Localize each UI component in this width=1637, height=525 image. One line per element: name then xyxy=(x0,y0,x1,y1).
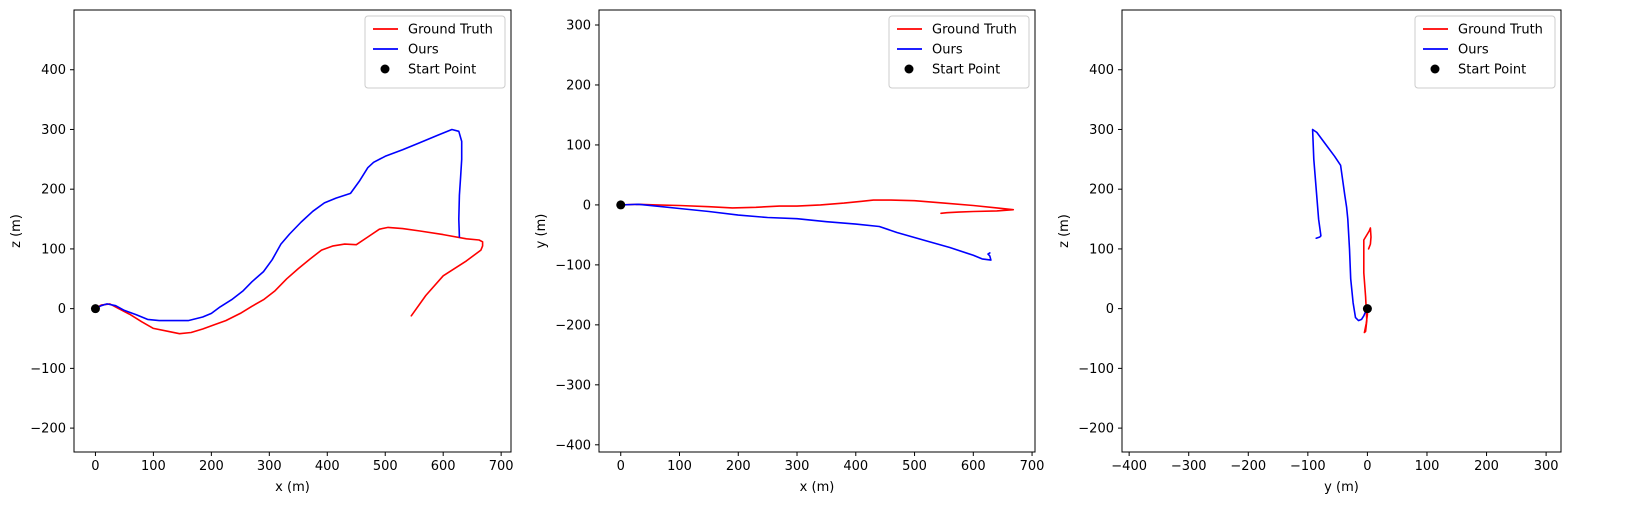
legend-label: Start Point xyxy=(1458,63,1526,78)
y-tick-label: 0 xyxy=(1106,302,1114,317)
x-tick-label: −100 xyxy=(1290,459,1326,474)
series-line-ground-truth xyxy=(94,226,484,335)
x-tick-label: 500 xyxy=(373,459,398,474)
series-line-ground-truth xyxy=(619,199,1015,215)
series-line-ours xyxy=(1311,128,1369,322)
y-tick-label: 300 xyxy=(1089,123,1114,138)
y-axis-label: z (m) xyxy=(1057,214,1072,248)
legend-marker xyxy=(1430,64,1440,74)
x-tick-label: 100 xyxy=(667,459,692,474)
legend-label: Ours xyxy=(1458,43,1489,58)
x-tick-label: 400 xyxy=(315,459,340,474)
y-tick-label: 400 xyxy=(1089,63,1114,78)
y-tick-label: −100 xyxy=(555,258,591,273)
x-tick-label: 300 xyxy=(1534,459,1559,474)
y-tick-label: −200 xyxy=(30,422,66,437)
legend-label: Ours xyxy=(408,43,439,58)
legend-marker xyxy=(380,64,390,74)
y-tick-label: 300 xyxy=(41,123,66,138)
x-tick-label: 700 xyxy=(1020,459,1045,474)
plot-frame xyxy=(598,9,1036,453)
x-tick-label: 100 xyxy=(141,459,166,474)
y-axis-label: z (m) xyxy=(9,214,24,248)
subplot-1: 0 100 200 300 400 500 600 700 −200 −100 0 100 200 300… xyxy=(9,9,514,495)
legend-box xyxy=(1414,15,1556,89)
x-tick-label: 700 xyxy=(489,459,514,474)
legend-box xyxy=(364,15,506,89)
x-tick-label: 100 xyxy=(1415,459,1440,474)
legend-label: Ground Truth xyxy=(1458,23,1543,38)
x-tick-label: 0 xyxy=(617,459,625,474)
x-tick-label: 0 xyxy=(91,459,99,474)
y-tick-label: 200 xyxy=(566,78,591,93)
x-tick-label: 0 xyxy=(1363,459,1371,474)
y-tick-label: 100 xyxy=(1089,242,1114,257)
start-point-marker xyxy=(616,200,626,210)
y-tick-label: 100 xyxy=(566,138,591,153)
x-axis-label: y (m) xyxy=(1324,480,1359,495)
legend-label: Ours xyxy=(932,43,963,58)
y-tick-label: 400 xyxy=(41,63,66,78)
y-tick-label: 300 xyxy=(566,18,591,33)
y-tick-label: −200 xyxy=(555,318,591,333)
x-axis-label: x (m) xyxy=(275,480,310,495)
x-tick-label: −200 xyxy=(1230,459,1266,474)
legend-label: Ground Truth xyxy=(408,23,493,38)
start-point-marker xyxy=(1362,304,1372,314)
legend: Ground Truth Ours Start Point xyxy=(1414,15,1556,89)
y-tick-label: −200 xyxy=(1078,422,1114,437)
series-line-ours xyxy=(94,128,463,322)
legend-label: Start Point xyxy=(408,63,476,78)
x-axis-label: x (m) xyxy=(800,480,835,495)
x-tick-label: 300 xyxy=(785,459,810,474)
y-tick-label: 0 xyxy=(583,198,591,213)
y-tick-label: 0 xyxy=(58,302,66,317)
plot-frame xyxy=(73,9,512,453)
start-point-marker xyxy=(90,304,100,314)
series-line-ground-truth xyxy=(1363,227,1372,334)
y-tick-label: −100 xyxy=(30,362,66,377)
legend-label: Start Point xyxy=(932,63,1000,78)
y-tick-label: −400 xyxy=(555,438,591,453)
y-tick-label: 100 xyxy=(41,242,66,257)
series-line-ours xyxy=(619,203,992,261)
y-axis-label: y (m) xyxy=(534,214,549,249)
x-tick-label: 600 xyxy=(431,459,456,474)
y-tick-label: 200 xyxy=(1089,183,1114,198)
x-tick-label: 500 xyxy=(902,459,927,474)
legend-label: Ground Truth xyxy=(932,23,1017,38)
y-tick-label: −300 xyxy=(555,378,591,393)
x-tick-label: 200 xyxy=(726,459,751,474)
x-tick-label: 300 xyxy=(257,459,282,474)
legend: Ground Truth Ours Start Point xyxy=(364,15,506,89)
subplot-2: 0 100 200 300 400 500 600 700 −400 −300 −200 −100 0 1… xyxy=(534,9,1045,495)
legend: Ground Truth Ours Start Point xyxy=(888,15,1030,89)
subplot-3: −400 −300 −200 −100 0 100 200 300 −200 −100 0 100 20… xyxy=(1057,9,1562,495)
y-tick-label: −100 xyxy=(1078,362,1114,377)
x-tick-label: 200 xyxy=(199,459,224,474)
x-tick-label: 600 xyxy=(961,459,986,474)
x-tick-label: 200 xyxy=(1474,459,1499,474)
legend-marker xyxy=(904,64,914,74)
legend-box xyxy=(888,15,1030,89)
x-tick-label: −300 xyxy=(1171,459,1207,474)
y-tick-label: 200 xyxy=(41,183,66,198)
plot-frame xyxy=(1121,9,1562,453)
x-tick-label: −400 xyxy=(1111,459,1147,474)
x-tick-label: 400 xyxy=(843,459,868,474)
